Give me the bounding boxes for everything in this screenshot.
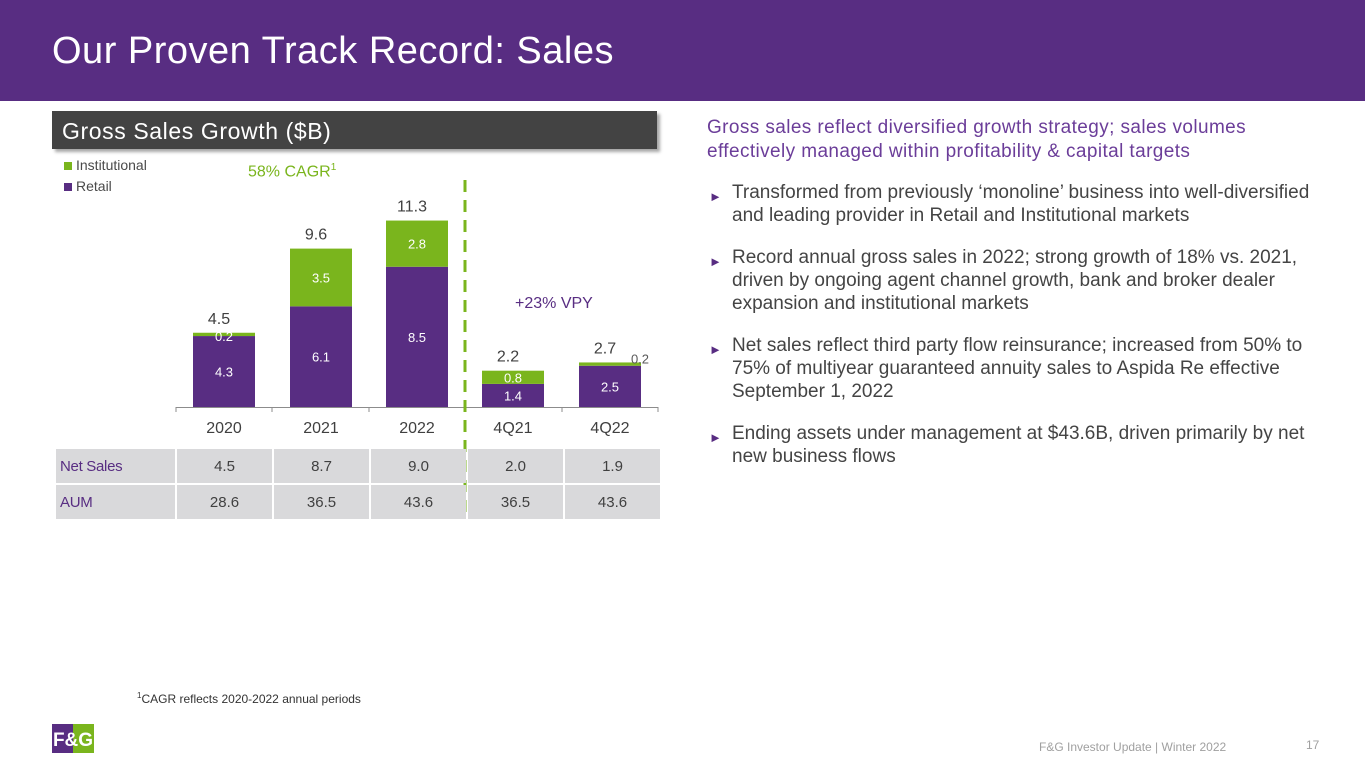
- x-tick-label-2020: 2020: [206, 420, 242, 437]
- section-header-label: Gross Sales Growth ($B): [62, 118, 332, 144]
- data-label-institutional-2022: 2.8: [408, 237, 426, 252]
- gross-sales-chart: 4.30.24.520206.13.59.620218.52.811.32022…: [175, 180, 659, 520]
- x-tick-label-2021: 2021: [303, 420, 339, 437]
- bullet-item: ► Transformed from previously ‘monoline’ …: [707, 181, 1327, 227]
- bar-institutional-4Q21: [482, 370, 544, 384]
- bullet-text: Ending assets under management at $43.6B…: [732, 423, 1305, 467]
- data-label-retail-2020: 4.3: [215, 365, 233, 380]
- footer-text: F&G Investor Update | Winter 2022: [1039, 740, 1227, 754]
- bullet-arrow-icon: ►: [709, 254, 722, 269]
- total-label-2020: 4.5: [208, 311, 230, 328]
- title-bar: Our Proven Track Record: Sales: [0, 0, 1365, 101]
- bullet-arrow-icon: ►: [709, 342, 722, 357]
- table-cell: 2.0: [468, 449, 563, 483]
- table-cell: 36.5: [468, 485, 563, 519]
- legend-swatch-retail: [64, 183, 72, 191]
- data-label-retail-2021: 6.1: [312, 350, 330, 365]
- table-cell: 4.5: [177, 449, 272, 483]
- table-row-aum: AUM 28.6 36.5 43.6 36.5 43.6: [56, 485, 660, 519]
- table-cell: 9.0: [371, 449, 466, 483]
- data-label-institutional-4Q21: 0.8: [504, 370, 522, 385]
- vpy-annotation: +23% VPY: [515, 295, 593, 312]
- bullet-text: Transformed from previously ‘monoline’ b…: [732, 182, 1310, 226]
- bullet-list: ► Transformed from previously ‘monoline’ …: [707, 181, 1327, 487]
- bullet-text: Record annual gross sales in 2022; stron…: [732, 247, 1298, 314]
- row-label-net-sales: Net Sales: [56, 449, 175, 483]
- row-label-aum: AUM: [56, 485, 175, 519]
- bar-institutional-2020: [193, 332, 255, 337]
- page-number: 17: [1306, 738, 1320, 752]
- data-label-retail-4Q22: 2.5: [601, 379, 619, 394]
- footnote-marker: 1: [137, 691, 142, 700]
- cagr-text: 58% CAGR: [248, 163, 331, 181]
- bar-retail-4Q22: [579, 365, 641, 407]
- fg-logo: F&G: [52, 724, 94, 753]
- table-cell: 36.5: [274, 485, 369, 519]
- bullet-item: ► Net sales reflect third party flow rein…: [707, 334, 1327, 403]
- bar-retail-2020: [193, 336, 255, 407]
- legend-item-retail: Retail: [64, 178, 147, 199]
- legend-label-institutional: Institutional: [76, 157, 147, 173]
- cagr-superscript: 1: [330, 162, 337, 173]
- x-tick-label-4Q21: 4Q21: [493, 420, 532, 437]
- sales-headline: Gross sales reflect diversified growth s…: [707, 117, 1247, 162]
- bullet-arrow-icon: ►: [709, 430, 722, 445]
- x-tick-label-2022: 2022: [399, 420, 435, 437]
- bar-institutional-2021: [290, 248, 352, 307]
- table-cell: 28.6: [177, 485, 272, 519]
- legend-item-institutional: Institutional: [64, 157, 147, 178]
- table-cell: 43.6: [371, 485, 466, 519]
- legend-swatch-institutional: [64, 162, 72, 170]
- data-label-retail-2022: 8.5: [408, 330, 426, 345]
- footnote: 1CAGR reflects 2020-2022 annual periods: [137, 691, 361, 706]
- data-label-retail-4Q21: 1.4: [504, 388, 522, 403]
- chart-section-header: Gross Sales Growth ($B): [52, 111, 657, 149]
- data-label-institutional-4Q22: 0.2: [631, 351, 649, 366]
- cagr-annotation: 58% CAGR1: [248, 162, 336, 181]
- total-label-4Q22: 2.7: [594, 340, 616, 357]
- bar-institutional-4Q22: [579, 362, 641, 366]
- x-tick-label-4Q22: 4Q22: [590, 420, 629, 437]
- table-cell: 43.6: [565, 485, 660, 519]
- chart-legend: Institutional Retail: [64, 157, 147, 199]
- table-row-net-sales: Net Sales 4.5 8.7 9.0 2.0 1.9: [56, 449, 660, 483]
- metrics-table: Net Sales 4.5 8.7 9.0 2.0 1.9 AUM 28.6 3…: [54, 447, 662, 521]
- bullet-item: ► Ending assets under management at $43.6…: [707, 422, 1327, 468]
- bar-retail-4Q21: [482, 383, 544, 407]
- data-label-institutional-2020: 0.2: [215, 329, 233, 344]
- total-label-2021: 9.6: [305, 227, 327, 244]
- total-label-2022: 11.3: [397, 199, 427, 216]
- bar-retail-2021: [290, 306, 352, 407]
- total-label-4Q21: 2.2: [497, 349, 519, 366]
- bullet-text: Net sales reflect third party flow reins…: [732, 335, 1303, 402]
- data-label-institutional-2021: 3.5: [312, 270, 330, 285]
- logo-text: F&G: [53, 730, 93, 751]
- table-cell: 8.7: [274, 449, 369, 483]
- bullet-arrow-icon: ►: [709, 189, 722, 204]
- legend-label-retail: Retail: [76, 178, 112, 194]
- footnote-text: CAGR reflects 2020-2022 annual periods: [141, 692, 361, 706]
- bullet-item: ► Record annual gross sales in 2022; stro…: [707, 246, 1327, 315]
- table-cell: 1.9: [565, 449, 660, 483]
- page-title: Our Proven Track Record: Sales: [52, 30, 614, 72]
- bar-retail-2022: [386, 266, 448, 407]
- bar-institutional-2022: [386, 220, 448, 267]
